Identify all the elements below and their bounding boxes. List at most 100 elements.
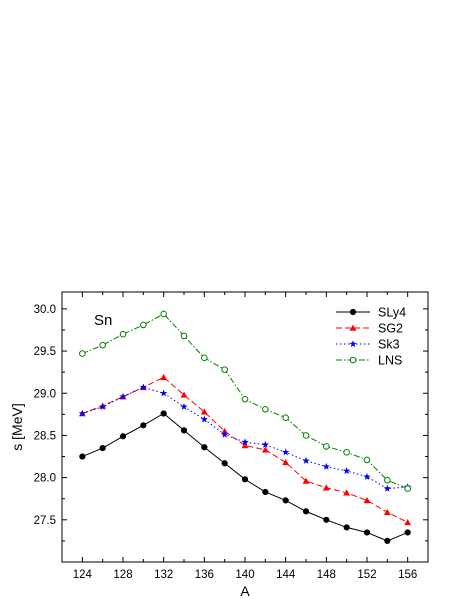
panel-label: Sn (94, 312, 112, 329)
data-point (119, 433, 127, 440)
data-point (201, 444, 208, 451)
legend-item-sg2: SG2 (336, 322, 403, 336)
data-point (180, 402, 188, 410)
data-point (180, 332, 188, 340)
data-point (363, 497, 371, 504)
data-point (384, 537, 391, 545)
axis-ticks: 124 128 132 136 140 144 148 152 156 27.5 28.0 28.5 2… (34, 292, 428, 581)
data-point (363, 529, 371, 536)
data-point (221, 460, 228, 467)
x-axis-title: A (240, 583, 250, 599)
legend-label: SG2 (378, 322, 403, 336)
data-point (343, 467, 351, 474)
data-point (261, 440, 269, 448)
legend-marker (349, 324, 357, 331)
x-tick-label: 144 (276, 569, 296, 581)
data-point (383, 508, 391, 515)
x-tick-label: 124 (73, 569, 93, 581)
data-point (99, 402, 107, 410)
data-point (302, 477, 310, 484)
data-point (180, 391, 188, 398)
data-point (363, 472, 371, 480)
data-point (99, 341, 106, 349)
data-point (323, 443, 330, 450)
x-tick-label: 140 (235, 569, 254, 581)
series-lns (79, 310, 411, 492)
series-layer (78, 310, 412, 545)
x-tick-label: 136 (195, 569, 214, 581)
data-point (221, 366, 228, 373)
data-point (363, 456, 371, 464)
legend-marker (349, 308, 357, 316)
y-tick-label: 27.5 (34, 515, 56, 527)
x-tick-label: 132 (154, 569, 173, 581)
data-point (79, 453, 86, 460)
data-point (180, 427, 188, 434)
legend-marker (349, 356, 357, 364)
data-point (119, 330, 127, 338)
y-axis-title: s [MeV] (9, 403, 25, 450)
data-point (160, 373, 168, 380)
data-point (343, 449, 350, 456)
data-point (322, 484, 330, 491)
data-point (282, 459, 290, 466)
data-point (79, 350, 86, 357)
series-sly4 (79, 410, 411, 545)
data-point (383, 484, 391, 492)
data-point (160, 310, 167, 318)
data-point (221, 430, 229, 438)
data-point (384, 476, 391, 484)
data-point (160, 389, 168, 397)
x-tick-label: 156 (398, 569, 417, 581)
plot-border (61, 291, 429, 563)
data-point (241, 442, 249, 449)
y-tick-label: 28.5 (34, 430, 56, 442)
data-point (200, 408, 208, 415)
data-point (160, 410, 167, 417)
y-tick-label: 28.0 (34, 473, 56, 485)
data-point (404, 485, 411, 492)
legend-item-sk3: Sk3 (336, 338, 400, 352)
data-point (140, 321, 147, 329)
x-tick-label: 148 (317, 569, 336, 581)
x-tick-label: 152 (357, 569, 376, 581)
data-point (322, 462, 330, 470)
data-point (119, 392, 127, 400)
data-point (261, 446, 269, 453)
data-point (140, 422, 147, 429)
legend-label: LNS (378, 354, 402, 368)
data-point (99, 444, 106, 452)
data-point (404, 529, 411, 536)
data-point (282, 414, 289, 422)
legend: SLy4 SG2 Sk3 LNS (336, 306, 406, 368)
data-point (241, 395, 249, 403)
y-tick-label: 30.0 (34, 304, 56, 316)
series-line (82, 376, 408, 523)
data-point (282, 497, 289, 504)
legend-item-lns: LNS (336, 354, 402, 368)
data-point (262, 488, 269, 496)
x-tick-label: 128 (113, 569, 132, 581)
data-point (302, 432, 310, 439)
data-point (343, 489, 351, 496)
data-point (302, 508, 310, 515)
data-point (241, 476, 249, 483)
data-point (78, 409, 86, 417)
legend-item-sly4: SLy4 (336, 306, 406, 320)
y-tick-label: 29.5 (34, 346, 56, 358)
legend-marker (349, 340, 357, 348)
data-point (343, 524, 350, 531)
data-point (323, 516, 330, 523)
legend-label: Sk3 (378, 338, 400, 352)
data-point (404, 518, 412, 526)
plot-frame (61, 291, 429, 563)
data-point (201, 354, 208, 362)
data-point (241, 438, 249, 446)
data-point (302, 456, 310, 464)
series-line (82, 386, 408, 490)
data-point (139, 383, 147, 391)
data-point (262, 405, 269, 413)
data-point (200, 415, 208, 423)
data-point (282, 448, 290, 456)
